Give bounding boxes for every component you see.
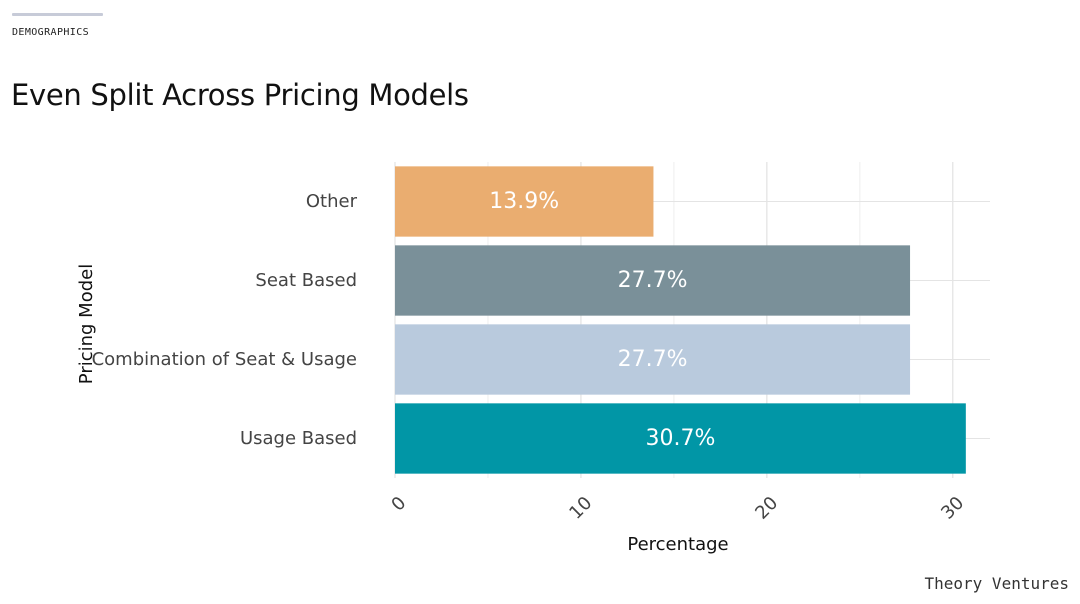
bar: [395, 166, 654, 237]
category-tick-label: Usage Based: [240, 428, 357, 449]
x-tick-label: 30: [937, 493, 968, 524]
chart-bars: [395, 166, 966, 474]
brand-footer: Theory Ventures: [924, 574, 1070, 593]
category-tick-label: Other: [306, 191, 358, 212]
chart-labels: 13.9% Other 27.7% Seat Based 27.7% Combinatio…: [92, 189, 969, 524]
bar: [395, 324, 911, 395]
bar-value-label: 27.7%: [618, 347, 688, 372]
x-axis-title: Percentage: [627, 534, 728, 555]
section-label: DEMOGRAPHICS: [12, 27, 90, 38]
x-tick-label: 20: [751, 493, 782, 524]
bar: [395, 403, 966, 474]
slide-title: Even Split Across Pricing Models: [11, 78, 469, 112]
bar-value-label: 27.7%: [618, 268, 688, 293]
x-tick-label: 10: [565, 493, 596, 524]
bar-value-label: 13.9%: [489, 189, 559, 214]
bar: [395, 245, 911, 316]
y-axis-title: Pricing Model: [76, 264, 97, 384]
x-tick-label: 0: [387, 493, 410, 516]
bar-value-label: 30.7%: [645, 426, 715, 451]
category-tick-label: Seat Based: [255, 270, 357, 291]
category-tick-label: Combination of Seat & Usage: [92, 349, 357, 370]
header-accent-line: [12, 13, 103, 16]
